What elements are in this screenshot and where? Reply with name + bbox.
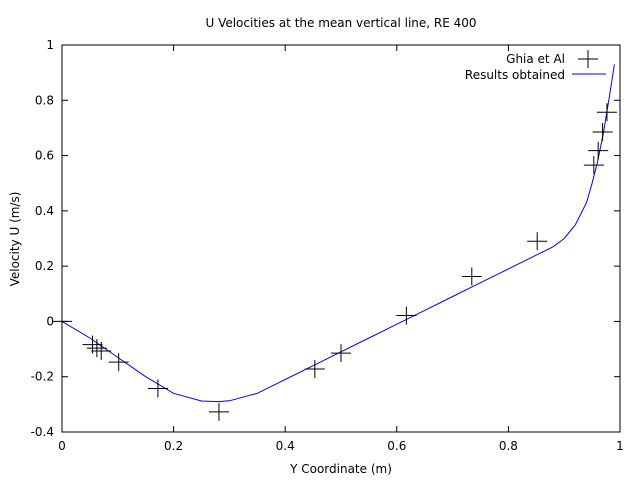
x-axis-label: Y Coordinate (m) — [289, 462, 392, 476]
y-axis-label: Velocity U (m/s) — [8, 192, 22, 287]
ghia-data-point — [208, 402, 229, 421]
ghia-data-point — [331, 344, 351, 363]
ghia-data-point — [396, 306, 417, 325]
legend-label-results: Results obtained — [465, 68, 565, 82]
scatter-series — [52, 103, 617, 421]
results-obtained-line — [61, 64, 615, 403]
y-tick-label: 0.4 — [35, 204, 54, 218]
ghia-data-point — [86, 339, 107, 358]
ghia-data-point — [592, 123, 613, 142]
ghia-data-point — [52, 312, 72, 331]
ghia-data-point — [91, 341, 112, 360]
x-tick-label: 0.2 — [164, 439, 183, 453]
y-tick-label: 0 — [46, 314, 54, 328]
y-ticks: -0.4 -0.2 0 0.2 0.4 0.6 0.8 1 — [31, 38, 620, 439]
x-tick-label: 0 — [58, 439, 66, 453]
x-ticks: 0 0.2 0.4 0.6 0.8 1 — [58, 45, 624, 453]
chart-title: U Velocities at the mean vertical line, … — [205, 16, 476, 30]
x-tick-label: 0.6 — [387, 439, 406, 453]
ghia-data-point — [147, 379, 168, 398]
y-tick-label: -0.2 — [31, 370, 54, 384]
plot-frame — [61, 44, 621, 433]
x-tick-label: 0.4 — [276, 439, 295, 453]
y-tick-label: 0.6 — [35, 149, 54, 163]
legend-label-ghia: Ghia et Al — [506, 52, 565, 66]
ghia-data-point — [108, 353, 129, 372]
ghia-data-point — [461, 267, 482, 286]
ghia-data-point — [304, 359, 325, 378]
y-tick-label: 1 — [46, 38, 54, 52]
y-tick-label: -0.4 — [31, 425, 54, 439]
legend-marker-plus — [578, 50, 598, 68]
legend: Ghia et Al Results obtained — [465, 50, 606, 82]
ghia-data-point — [527, 232, 548, 251]
ghia-data-point — [596, 103, 617, 122]
x-tick-label: 1 — [616, 439, 624, 453]
line-series — [61, 64, 615, 403]
ghia-data-point — [588, 141, 609, 160]
y-tick-label: 0.2 — [35, 259, 54, 273]
y-tick-label: 0.8 — [35, 93, 54, 107]
ghia-data-point — [583, 156, 604, 175]
x-tick-label: 0.8 — [499, 439, 518, 453]
